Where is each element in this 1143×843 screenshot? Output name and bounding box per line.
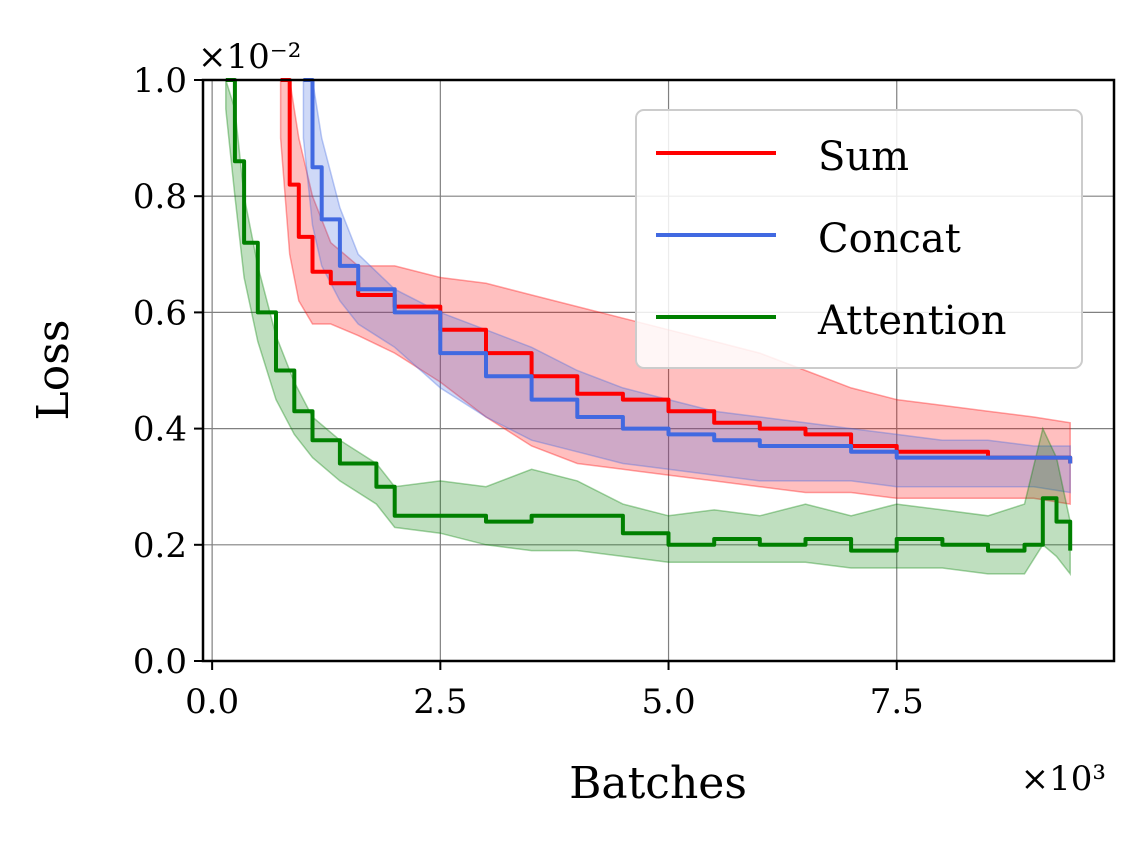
band-sum xyxy=(279,79,1071,505)
y-tick-label: 0.0 xyxy=(133,642,187,682)
x-axis-label: Batches xyxy=(569,758,747,809)
y-tick-label: 0.2 xyxy=(133,526,187,566)
x-tick-label: 2.5 xyxy=(413,682,467,722)
y-tick-label: 0.8 xyxy=(133,177,187,217)
axis-ticks: 0.0 2.5 5.0 7.5 0.0 0.2 0.4 0.6 0.8 1.0 xyxy=(133,61,924,722)
legend: Sum Concat Attention xyxy=(635,109,1083,369)
legend-label-sum: Sum xyxy=(818,134,909,180)
legend-label-attention: Attention xyxy=(817,298,1006,344)
series-line-concat xyxy=(303,78,1073,464)
plot-frame xyxy=(201,78,1116,663)
x-tick-label: 0.0 xyxy=(185,682,239,722)
x-tick-label: 7.5 xyxy=(870,682,924,722)
y-tick-label: 1.0 xyxy=(133,61,187,101)
legend-label-concat: Concat xyxy=(818,216,961,262)
series-lines xyxy=(225,78,1073,553)
legend-box xyxy=(635,109,1083,369)
y-tick-label: 0.4 xyxy=(133,410,187,450)
x-scale-label: ×10³ xyxy=(1021,759,1106,799)
y-axis-label: Loss xyxy=(28,320,79,421)
y-scale-label: ×10⁻² xyxy=(198,37,301,77)
y-tick-label: 0.6 xyxy=(133,293,187,333)
series-line-sum xyxy=(280,78,1073,464)
x-tick-label: 5.0 xyxy=(642,682,696,722)
series-line-attention xyxy=(225,78,1073,553)
